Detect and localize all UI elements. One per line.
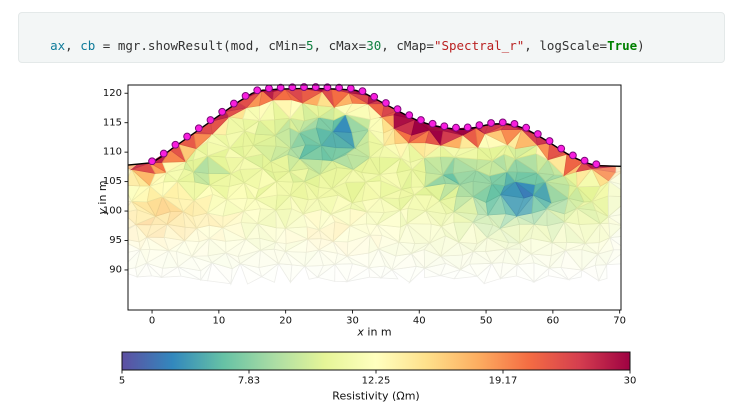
code-token: , cMax= <box>313 37 367 53</box>
code-token: = <box>95 37 118 53</box>
figure-output <box>90 70 650 415</box>
code-token: , <box>65 37 81 53</box>
code-line: ax, cb = mgr.showResult(mod, cMin=5, cMa… <box>50 38 645 53</box>
code-token: "Spectral_r" <box>433 37 525 53</box>
code-token: True <box>607 37 638 53</box>
code-token: , cMap= <box>381 37 434 53</box>
code-token: cb <box>80 37 96 53</box>
code-token: 30 <box>366 37 382 53</box>
plot-canvas <box>90 70 650 415</box>
code-token: ax <box>50 37 66 53</box>
code-token: , logScale= <box>524 37 608 53</box>
code-cell: ax, cb = mgr.showResult(mod, cMin=5, cMa… <box>18 12 725 64</box>
code-token: ) <box>637 37 645 53</box>
code-token: mgr.showResult(mod, cMin= <box>117 37 306 53</box>
code-token: 5 <box>305 37 314 53</box>
